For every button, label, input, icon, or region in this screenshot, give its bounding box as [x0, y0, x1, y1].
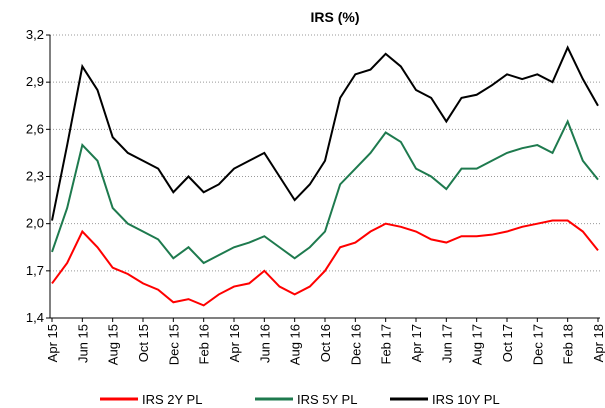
- y-tick-label: 1,4: [26, 310, 44, 325]
- y-tick-label: 3,2: [26, 27, 44, 42]
- x-tick-label: Jun 16: [257, 324, 272, 363]
- legend-label: IRS 5Y PL: [297, 392, 357, 407]
- x-tick-label: Oct 17: [500, 324, 515, 362]
- x-tick-label: Jun 15: [75, 324, 90, 363]
- x-tick-label: Dec 16: [348, 324, 363, 365]
- x-tick-label: Feb 16: [197, 324, 212, 364]
- y-tick-label: 1,7: [26, 263, 44, 278]
- x-tick-label: Apr 17: [409, 324, 424, 362]
- x-tick-label: Feb 17: [379, 324, 394, 364]
- x-tick-label: Apr 15: [45, 324, 60, 362]
- y-tick-label: 2,0: [26, 216, 44, 231]
- x-tick-label: Dec 17: [530, 324, 545, 365]
- x-tick-label: Apr 18: [591, 324, 605, 362]
- x-tick-label: Oct 15: [136, 324, 151, 362]
- line: [51, 219, 599, 307]
- x-tick-label: Oct 16: [318, 324, 333, 362]
- x-tick-label: Aug 15: [106, 324, 121, 365]
- x-tick-label: Jun 17: [439, 324, 454, 363]
- chart-title: IRS (%): [311, 9, 360, 25]
- x-tick-label: Aug 17: [470, 324, 485, 365]
- line: [51, 118, 599, 265]
- legend-label: IRS 10Y PL: [432, 392, 500, 407]
- x-tick-label: Feb 18: [561, 324, 576, 364]
- y-tick-label: 2,9: [26, 74, 44, 89]
- x-tick-label: Dec 15: [166, 324, 181, 365]
- line: [51, 45, 599, 221]
- x-tick-label: Apr 16: [227, 324, 242, 362]
- legend-label: IRS 2Y PL: [142, 392, 202, 407]
- x-tick-label: Aug 16: [288, 324, 303, 365]
- y-tick-label: 2,3: [26, 169, 44, 184]
- y-tick-label: 2,6: [26, 121, 44, 136]
